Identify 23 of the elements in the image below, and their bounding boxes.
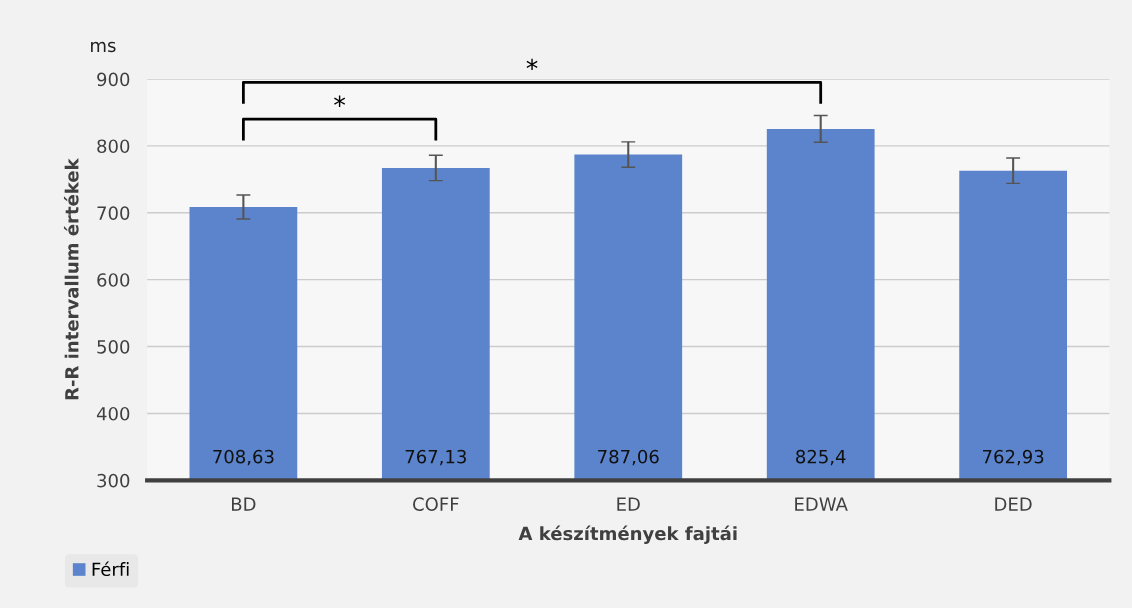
x-tick-label: COFF (413, 497, 459, 511)
text: * (526, 58, 538, 71)
data-label: 787,06 (598, 449, 659, 466)
data-label: 762,93 (983, 449, 1044, 466)
y-axis-title: R-R intervallum értékek (63, 158, 79, 400)
y-tick-label: 300 (97, 473, 130, 488)
text: ms (91, 41, 116, 53)
legend-label: Férfi (92, 561, 129, 577)
y-tick-label: 400 (96, 406, 130, 421)
data-label: 708,63 (213, 449, 274, 466)
x-tick-label: BD (232, 497, 256, 511)
y-tick-label: 800 (97, 139, 130, 154)
x-axis-title: A készítmények fajtái (518, 525, 737, 544)
data-label: 767,13 (405, 449, 466, 466)
y-tick-label: 500 (97, 340, 130, 354)
y-tick-label: 600 (97, 273, 130, 287)
annotation: * (334, 95, 346, 107)
x-tick-label: ED (617, 497, 640, 511)
x-tick-label: EDWA (795, 497, 848, 511)
x-tick-label: DED (995, 497, 1032, 511)
y-tick-label: 900 (97, 72, 130, 87)
data-label: 825,4 (796, 449, 846, 466)
y-tick-label: 700 (97, 206, 130, 220)
